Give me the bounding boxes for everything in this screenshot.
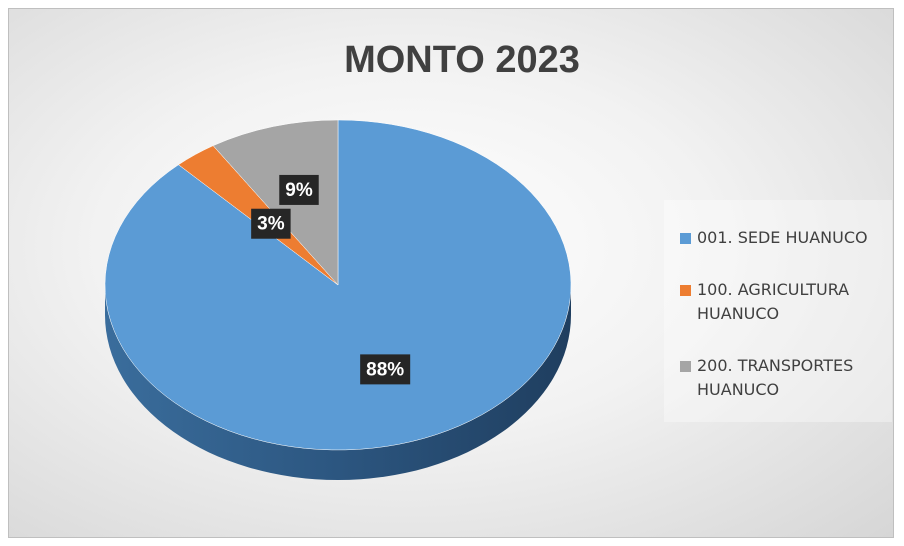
legend-item: 100. AGRICULTURA HUANUCO [680,278,884,326]
data-label-box [360,354,411,385]
legend-item: 200. TRANSPORTES HUANUCO [680,354,884,402]
pie-side [105,285,571,480]
data-label: 3% [251,208,291,239]
legend-label: 001. SEDE HUANUCO [697,228,868,247]
data-label-box [279,174,319,205]
legend-swatch [680,361,691,372]
data-label-box [251,208,291,239]
data-label-text: 9% [285,180,313,201]
data-label-text: 3% [257,214,285,235]
chart-title: MONTO 2023 [344,39,580,81]
legend-label: 200. TRANSPORTES HUANUCO [697,356,854,399]
data-label: 88% [360,354,411,385]
legend-swatch [680,233,691,244]
pie-slice [212,119,339,286]
legend-swatch [680,285,691,296]
legend-label: 100. AGRICULTURA HUANUCO [697,280,850,323]
legend-item: 001. SEDE HUANUCO [680,226,884,250]
legend: 001. SEDE HUANUCO 100. AGRICULTURA HUANUC… [664,200,892,422]
data-label: 9% [279,174,319,205]
data-label-text: 88% [366,359,404,380]
